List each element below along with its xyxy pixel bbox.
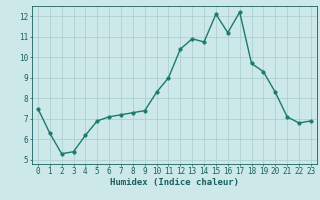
X-axis label: Humidex (Indice chaleur): Humidex (Indice chaleur) [110,178,239,187]
